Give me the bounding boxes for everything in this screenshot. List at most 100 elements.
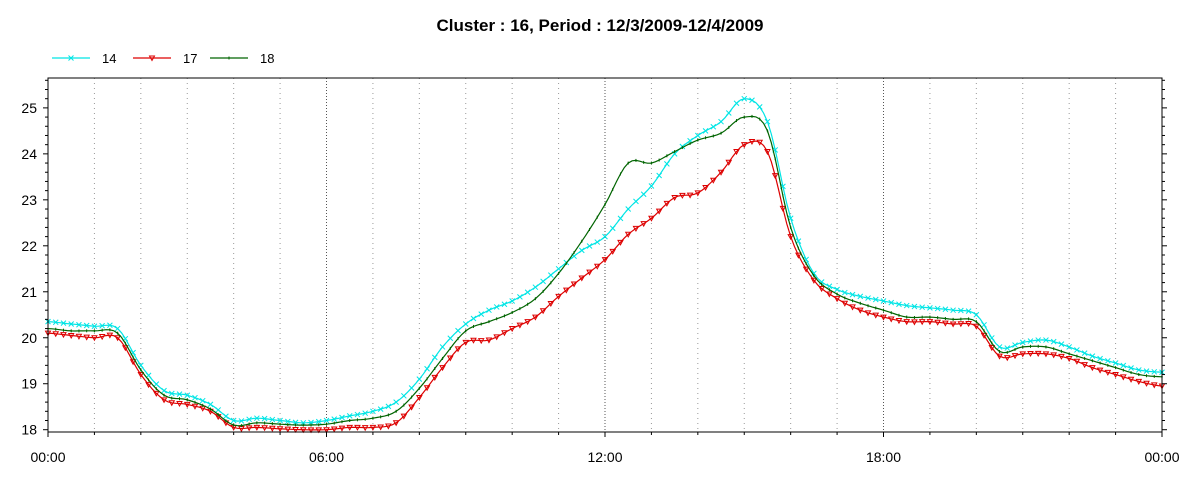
data-point bbox=[418, 396, 421, 399]
data-point-marker bbox=[91, 335, 98, 342]
x-tick-label: 06:00 bbox=[309, 449, 344, 465]
data-point-marker bbox=[401, 392, 407, 399]
data-point bbox=[697, 134, 699, 137]
data-point-marker bbox=[246, 416, 252, 423]
data-point-marker bbox=[1143, 368, 1150, 374]
data-point-marker bbox=[988, 345, 996, 352]
data-point bbox=[186, 399, 189, 401]
data-point bbox=[1137, 373, 1140, 376]
data-point bbox=[743, 97, 746, 100]
data-point-marker bbox=[129, 359, 137, 366]
data-point bbox=[372, 426, 374, 429]
data-point bbox=[534, 297, 537, 300]
data-point bbox=[557, 267, 560, 270]
data-point-marker bbox=[148, 55, 156, 62]
data-point bbox=[720, 120, 722, 123]
data-point-marker bbox=[307, 427, 315, 434]
data-point-marker bbox=[1104, 369, 1112, 376]
data-point-marker bbox=[470, 337, 477, 344]
data-point bbox=[395, 401, 397, 403]
data-point-marker bbox=[192, 394, 198, 401]
data-point-marker bbox=[76, 321, 82, 328]
data-point-marker bbox=[593, 263, 601, 270]
data-point-marker bbox=[686, 192, 694, 199]
data-point-marker bbox=[1127, 376, 1135, 383]
data-point-marker bbox=[339, 414, 345, 421]
data-point bbox=[70, 334, 73, 337]
data-point-marker bbox=[787, 234, 795, 241]
data-point-marker bbox=[702, 128, 709, 134]
data-point-marker bbox=[268, 425, 276, 432]
data-point-marker bbox=[98, 334, 106, 341]
data-point-marker bbox=[926, 319, 934, 326]
data-point bbox=[488, 320, 490, 323]
data-point bbox=[441, 357, 444, 360]
data-point-marker bbox=[849, 291, 856, 298]
data-point-marker bbox=[315, 418, 322, 425]
data-point bbox=[604, 235, 606, 238]
data-point bbox=[325, 423, 328, 425]
data-point bbox=[534, 286, 537, 288]
data-point-marker bbox=[532, 314, 539, 321]
data-point-marker bbox=[493, 334, 501, 341]
data-point-marker bbox=[1012, 342, 1018, 348]
data-point-marker bbox=[276, 426, 284, 433]
data-point-marker bbox=[1151, 368, 1158, 375]
legend-item-18: 18 bbox=[210, 51, 274, 66]
data-point-marker bbox=[1112, 372, 1119, 379]
data-point bbox=[279, 423, 281, 425]
data-point bbox=[813, 279, 815, 282]
data-point bbox=[186, 394, 189, 397]
data-point bbox=[697, 139, 699, 141]
data-point bbox=[302, 428, 305, 431]
data-point-marker bbox=[749, 97, 755, 104]
series-layer bbox=[44, 95, 1166, 434]
data-point-marker bbox=[633, 198, 639, 205]
data-point-marker bbox=[52, 331, 60, 338]
data-point-marker bbox=[238, 418, 245, 424]
legend-label: 14 bbox=[102, 51, 116, 66]
data-point-marker bbox=[400, 413, 408, 420]
data-point-marker bbox=[168, 390, 175, 397]
data-point bbox=[859, 295, 862, 298]
data-point bbox=[789, 226, 792, 229]
data-point-marker bbox=[261, 425, 268, 432]
data-point bbox=[1068, 357, 1070, 360]
data-point bbox=[673, 150, 676, 153]
data-point-marker bbox=[377, 406, 384, 412]
data-point bbox=[929, 316, 931, 318]
legend-item-14: 14 bbox=[52, 51, 116, 66]
data-point-marker bbox=[578, 275, 586, 282]
data-point bbox=[627, 162, 630, 164]
data-point-marker bbox=[1027, 351, 1034, 358]
data-point bbox=[441, 346, 444, 348]
grid-lines bbox=[93, 78, 1117, 432]
legend: 14 17 18 bbox=[52, 51, 274, 66]
data-point-marker bbox=[818, 279, 825, 285]
chart-title: Cluster : 16, Period : 12/3/2009-12/4/20… bbox=[437, 16, 764, 35]
data-point-marker bbox=[346, 424, 354, 431]
data-point-marker bbox=[517, 294, 523, 300]
data-point-marker bbox=[60, 320, 67, 326]
data-point bbox=[325, 428, 328, 431]
data-point-marker bbox=[1034, 350, 1042, 357]
data-point-marker bbox=[849, 304, 856, 311]
data-point bbox=[650, 162, 653, 164]
series-18 bbox=[47, 114, 1163, 428]
data-point bbox=[372, 417, 374, 420]
data-point bbox=[673, 196, 676, 199]
data-point bbox=[511, 311, 513, 314]
data-point bbox=[789, 235, 792, 238]
data-point bbox=[580, 277, 583, 279]
data-point bbox=[140, 364, 142, 367]
data-point bbox=[882, 316, 885, 318]
data-point-marker bbox=[338, 425, 346, 432]
data-point-marker bbox=[199, 397, 206, 404]
data-point bbox=[650, 185, 653, 187]
data-point bbox=[395, 410, 397, 413]
data-point bbox=[418, 378, 421, 380]
data-point bbox=[93, 336, 96, 339]
data-point bbox=[186, 403, 189, 406]
data-point bbox=[580, 240, 583, 243]
data-point-marker bbox=[415, 395, 423, 402]
